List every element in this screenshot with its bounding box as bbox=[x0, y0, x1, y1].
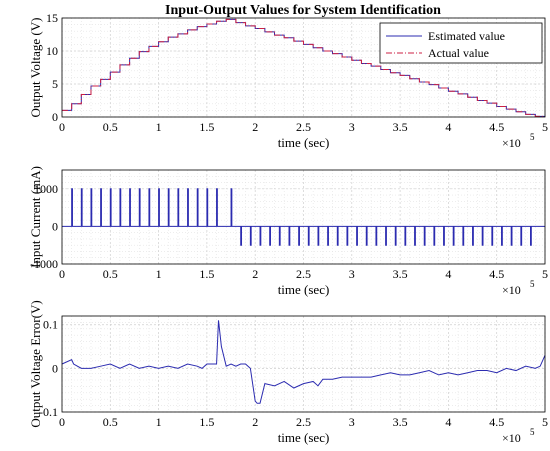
x-exponent-label: ×10 bbox=[502, 136, 521, 150]
x-tick-label: 1.5 bbox=[199, 267, 214, 281]
series-line-2-1 bbox=[62, 188, 545, 246]
y-axis-label: Output Voltage Error(V) bbox=[28, 300, 43, 427]
x-tick-label: 4.5 bbox=[489, 267, 504, 281]
x-tick-label: 5 bbox=[542, 120, 548, 134]
x-tick-label: 0.5 bbox=[103, 120, 118, 134]
y-tick-label: 0 bbox=[52, 219, 58, 233]
x-exponent-power: 5 bbox=[530, 427, 535, 437]
subplot-1: 0 0.5 1 1.5 2 2.5 3 3.5 4 4.5 5 0 5 10 15 time (sec) Out… bbox=[28, 11, 548, 150]
x-tick-label: 1 bbox=[156, 415, 162, 429]
x-tick-label: 2 bbox=[252, 267, 258, 281]
x-tick-label: 3 bbox=[349, 267, 355, 281]
y-tick-label: -1000 bbox=[30, 257, 58, 271]
x-tick-label: 0 bbox=[59, 415, 65, 429]
x-tick-label: 2.5 bbox=[296, 415, 311, 429]
series-line-3-1 bbox=[61, 320, 546, 404]
legend-box bbox=[379, 22, 543, 64]
x-tick-label: 2 bbox=[252, 120, 258, 134]
x-tick-label: 1 bbox=[156, 120, 162, 134]
x-tick-label: 1 bbox=[156, 267, 162, 281]
x-tick-label: 4 bbox=[445, 415, 451, 429]
x-tick-label: 2.5 bbox=[296, 120, 311, 134]
y-tick-label: -0.1 bbox=[39, 405, 58, 419]
x-tick-label: 4 bbox=[445, 120, 451, 134]
x-tick-label: 4 bbox=[445, 267, 451, 281]
axes-frame bbox=[61, 315, 546, 413]
x-tick-label: 1.5 bbox=[199, 415, 214, 429]
x-exponent-label: ×10 bbox=[502, 283, 521, 297]
series-line-1-2 bbox=[62, 18, 546, 117]
legend: Estimated value Actual value bbox=[379, 22, 543, 64]
axes-frame bbox=[61, 169, 546, 265]
x-tick-label: 3.5 bbox=[393, 415, 408, 429]
legend-entry: Estimated value bbox=[428, 29, 505, 43]
y-tick-label: 0 bbox=[52, 110, 58, 124]
x-exponent-power: 5 bbox=[530, 279, 535, 289]
figure-title: Input-Output Values for System Identific… bbox=[165, 3, 441, 18]
x-tick-label: 2 bbox=[252, 415, 258, 429]
x-exponent-power: 5 bbox=[530, 132, 535, 142]
x-tick-label: 5 bbox=[542, 267, 548, 281]
y-tick-label: 10 bbox=[46, 44, 58, 58]
x-tick-label: 0.5 bbox=[103, 267, 118, 281]
y-tick-label: 15 bbox=[46, 11, 58, 25]
x-axis-label: time (sec) bbox=[278, 135, 330, 150]
legend-entry: Actual value bbox=[428, 46, 489, 60]
x-tick-label: 3.5 bbox=[393, 267, 408, 281]
x-tick-label: 2.5 bbox=[296, 267, 311, 281]
y-tick-label: 0 bbox=[52, 361, 58, 375]
axes-frame bbox=[61, 17, 546, 118]
x-axis-label: time (sec) bbox=[278, 282, 330, 297]
y-axis-label: Output Voltage (V) bbox=[28, 18, 43, 118]
x-tick-label: 0.5 bbox=[103, 415, 118, 429]
y-tick-label: 5 bbox=[52, 77, 58, 91]
x-tick-label: 0 bbox=[59, 120, 65, 134]
y-tick-label: 0.1 bbox=[43, 318, 58, 332]
x-axis-label: time (sec) bbox=[278, 430, 330, 445]
x-tick-label: 4.5 bbox=[489, 120, 504, 134]
x-exponent-label: ×10 bbox=[502, 431, 521, 445]
x-tick-label: 4.5 bbox=[489, 415, 504, 429]
x-tick-label: 5 bbox=[542, 415, 548, 429]
y-axis-label: Input Current (mA) bbox=[28, 166, 43, 268]
x-tick-label: 1.5 bbox=[199, 120, 214, 134]
plot-area bbox=[62, 170, 545, 264]
x-tick-label: 3 bbox=[349, 415, 355, 429]
x-tick-label: 3 bbox=[349, 120, 355, 134]
x-tick-label: 0 bbox=[59, 267, 65, 281]
x-tick-label: 3.5 bbox=[393, 120, 408, 134]
y-tick-label: 1000 bbox=[34, 182, 58, 196]
